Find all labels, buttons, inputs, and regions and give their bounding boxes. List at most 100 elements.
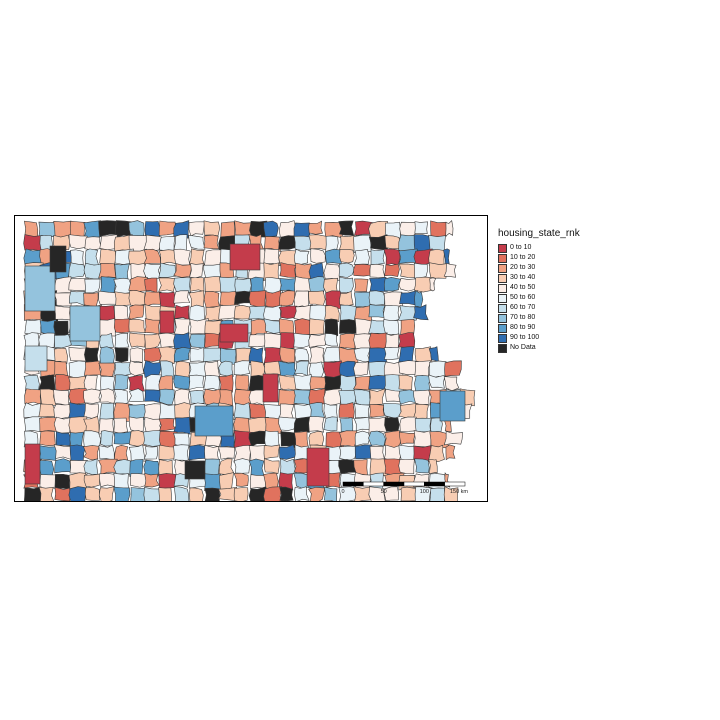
zip-region[interactable] (24, 318, 43, 335)
zip-region[interactable] (84, 236, 102, 251)
zip-region[interactable] (233, 304, 252, 320)
zip-region[interactable] (128, 360, 144, 377)
zip-region[interactable] (39, 460, 55, 477)
zip-region[interactable] (114, 332, 130, 349)
zip-region[interactable] (158, 277, 176, 292)
zip-region[interactable] (353, 263, 372, 277)
zip-region[interactable] (38, 486, 55, 501)
zip-region[interactable] (383, 486, 399, 501)
zip-region[interactable] (128, 430, 148, 447)
zip-region[interactable] (280, 332, 295, 350)
zip-region[interactable] (114, 374, 129, 391)
zip-region[interactable] (144, 318, 161, 335)
zip-region[interactable] (173, 277, 191, 293)
zip-region[interactable] (219, 323, 249, 343)
zip-region[interactable] (323, 360, 342, 378)
zip-region[interactable] (414, 221, 428, 234)
zip-region[interactable] (368, 430, 386, 447)
zip-region[interactable] (398, 332, 416, 349)
zip-region[interactable] (98, 444, 115, 461)
zip-region[interactable] (324, 333, 339, 347)
zip-region[interactable] (158, 402, 177, 420)
zip-region[interactable] (278, 416, 297, 431)
zip-region[interactable] (128, 319, 147, 334)
zip-region[interactable] (203, 220, 221, 237)
zip-region[interactable] (293, 248, 310, 265)
zip-region[interactable] (204, 360, 220, 378)
zip-region[interactable] (144, 389, 162, 404)
zip-region[interactable] (308, 333, 328, 348)
zip-region[interactable] (443, 430, 463, 446)
zip-region[interactable] (338, 220, 355, 236)
zip-region[interactable] (278, 360, 297, 378)
zip-region[interactable] (414, 417, 432, 433)
zip-region[interactable] (53, 416, 71, 434)
zip-region[interactable] (233, 417, 252, 433)
zip-region[interactable] (293, 444, 309, 461)
zip-region[interactable] (204, 332, 221, 349)
zip-region[interactable] (203, 234, 220, 250)
zip-region[interactable] (83, 458, 99, 475)
zip-region[interactable] (84, 278, 101, 294)
zip-region[interactable] (219, 472, 234, 491)
zip-region[interactable] (278, 220, 296, 238)
zip-region[interactable] (248, 334, 267, 348)
zip-region[interactable] (368, 347, 388, 364)
zip-region[interactable] (263, 220, 279, 237)
zip-region[interactable] (234, 278, 252, 294)
zip-region[interactable] (218, 458, 235, 475)
zip-region[interactable] (24, 443, 41, 485)
zip-region[interactable] (308, 276, 326, 293)
zip-region[interactable] (189, 277, 205, 293)
zip-region[interactable] (68, 486, 86, 501)
zip-region[interactable] (338, 389, 357, 407)
zip-region[interactable] (173, 220, 190, 239)
zip-region[interactable] (54, 361, 69, 377)
zip-region[interactable] (98, 486, 115, 501)
zip-region[interactable] (54, 473, 70, 490)
zip-region[interactable] (24, 388, 42, 405)
zip-region[interactable] (309, 361, 325, 378)
zip-region[interactable] (144, 291, 162, 307)
zip-region[interactable] (309, 346, 325, 365)
zip-region[interactable] (308, 388, 326, 405)
zip-region[interactable] (323, 486, 338, 501)
zip-region[interactable] (428, 374, 446, 389)
zip-region[interactable] (83, 473, 101, 488)
zip-region[interactable] (248, 346, 264, 364)
zip-region[interactable] (428, 458, 438, 475)
zip-region[interactable] (309, 318, 325, 335)
zip-region[interactable] (38, 445, 59, 461)
zip-region[interactable] (99, 346, 115, 366)
zip-region[interactable] (38, 374, 56, 391)
zip-region[interactable] (353, 376, 371, 391)
zip-region[interactable] (369, 277, 388, 292)
zip-region[interactable] (248, 486, 269, 501)
zip-region[interactable] (279, 290, 296, 307)
zip-region[interactable] (100, 375, 116, 392)
zip-region[interactable] (339, 319, 358, 334)
zip-region[interactable] (69, 220, 86, 238)
zip-region[interactable] (353, 248, 370, 265)
zip-region[interactable] (203, 276, 222, 293)
zip-region[interactable] (83, 445, 100, 461)
zip-region[interactable] (353, 389, 373, 406)
zip-region[interactable] (354, 430, 371, 447)
zip-region[interactable] (83, 388, 102, 404)
zip-region[interactable] (414, 290, 424, 309)
zip-region[interactable] (233, 360, 251, 376)
zip-region[interactable] (235, 374, 250, 392)
zip-region[interactable] (413, 430, 432, 448)
zip-region[interactable] (68, 262, 86, 279)
zip-region[interactable] (308, 486, 326, 501)
zip-region[interactable] (83, 292, 99, 307)
zip-region[interactable] (234, 290, 252, 305)
zip-region[interactable] (68, 290, 86, 306)
zip-region[interactable] (233, 472, 249, 487)
zip-region[interactable] (98, 318, 116, 338)
zip-region[interactable] (354, 472, 372, 490)
zip-region[interactable] (439, 390, 466, 422)
zip-region[interactable] (99, 248, 117, 266)
zip-region[interactable] (159, 236, 176, 252)
zip-region[interactable] (414, 458, 430, 474)
